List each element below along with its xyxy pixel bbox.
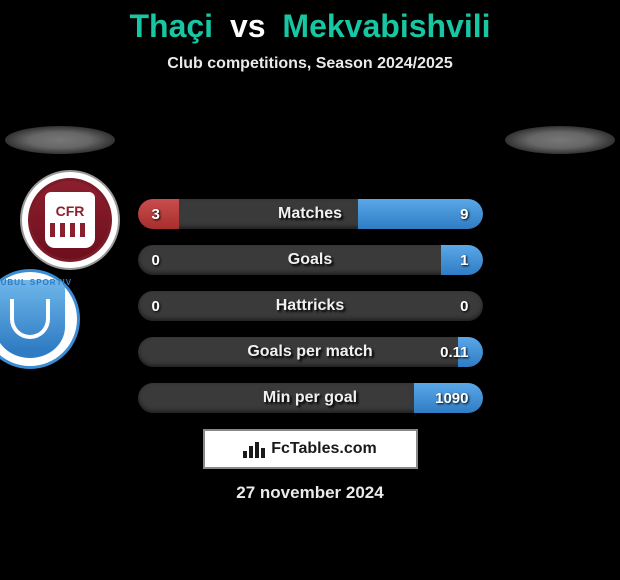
team-logo-right: CLUBUL SPORTIV — [0, 269, 80, 369]
subtitle: Club competitions, Season 2024/2025 — [0, 55, 620, 73]
title-vs: vs — [230, 8, 266, 44]
footer-date: 27 november 2024 — [0, 483, 620, 503]
stat-label: Goals per match — [138, 343, 483, 361]
logo-right-text: CLUBUL SPORTIV — [0, 278, 72, 287]
stat-label: Matches — [138, 205, 483, 223]
stat-row: 0Hattricks0 — [138, 291, 483, 321]
page-title: Thaçi vs Mekvabishvili — [0, 8, 620, 45]
stat-label: Min per goal — [138, 389, 483, 407]
logo-left-text: CFR — [56, 203, 85, 219]
shadow-right — [505, 126, 615, 154]
stats-bars: 3Matches9 0Goals1 0Hattricks0 Goals per mat… — [138, 199, 483, 413]
stat-row: 0Goals1 — [138, 245, 483, 275]
stat-label: Hattricks — [138, 297, 483, 315]
team-logo-left: CFR — [20, 170, 120, 270]
shadow-left — [5, 126, 115, 154]
title-player1: Thaçi — [129, 8, 213, 44]
footer-brand-text: FcTables.com — [271, 440, 377, 458]
footer-brand-box: FcTables.com — [203, 429, 418, 469]
stat-row: 3Matches9 — [138, 199, 483, 229]
stat-row: Goals per match0.11 — [138, 337, 483, 367]
stat-label: Goals — [138, 251, 483, 269]
chart-icon — [243, 440, 265, 458]
stat-row: Min per goal1090 — [138, 383, 483, 413]
title-player2: Mekvabishvili — [282, 8, 490, 44]
